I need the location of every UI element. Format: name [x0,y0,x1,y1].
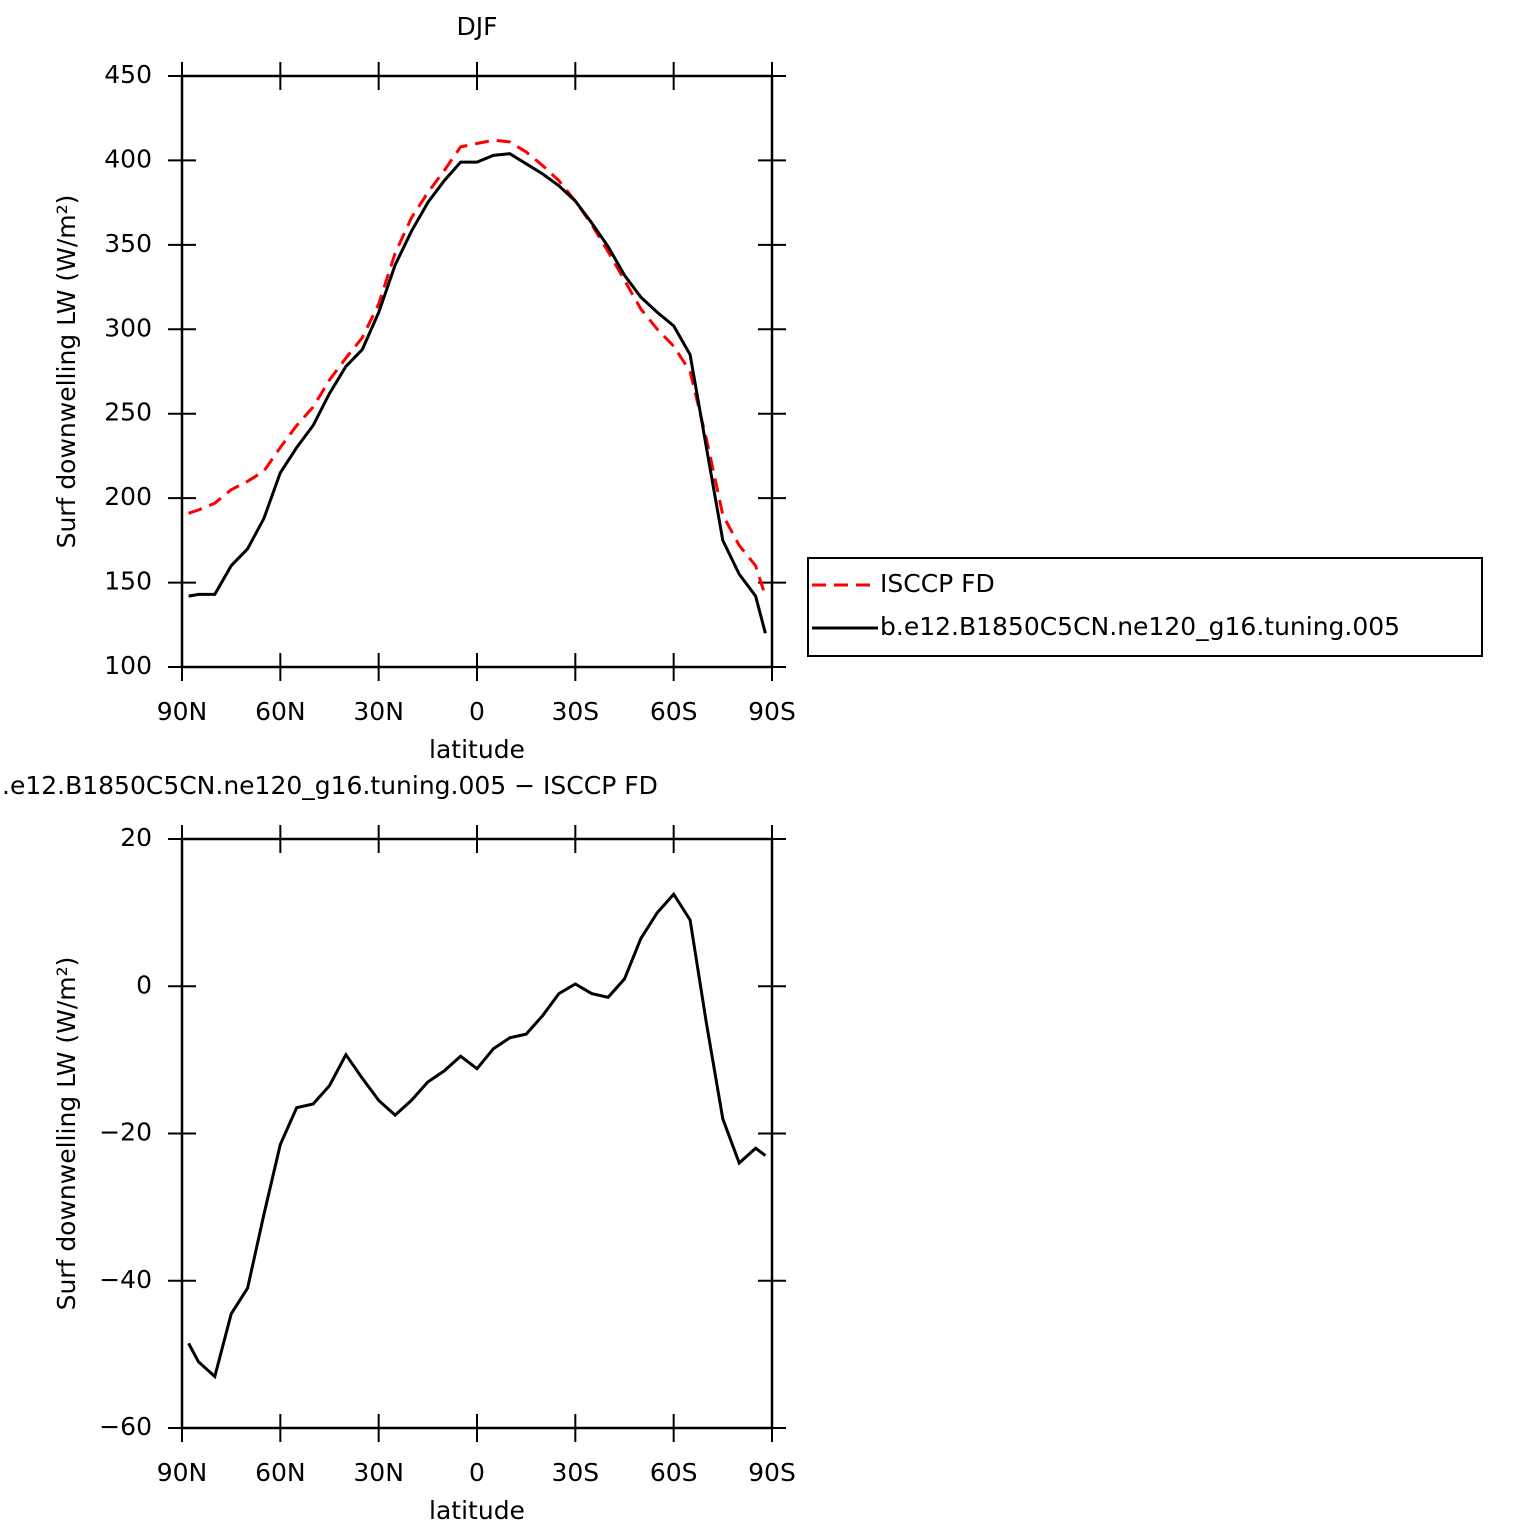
chart-title: .e12.B1850C5CN.ne120_g16.tuning.005 − IS… [2,771,658,800]
chart-title: DJF [456,12,497,41]
x-axis-label: latitude [429,735,525,764]
x-tick-label: 30N [353,1458,404,1487]
y-axis-label: Surf downwelling LW (W/m²) [52,957,81,1311]
x-tick-label: 30S [551,697,599,726]
y-tick-label: −20 [99,1118,152,1147]
y-tick-label: 350 [104,229,152,258]
plot-frame [180,837,774,1430]
x-tick-label: 60N [255,697,306,726]
data-line [188,138,767,597]
x-tick-label: 60S [650,1458,698,1487]
x-tick-label: 30S [551,1458,599,1487]
x-tick-label: 30N [353,697,404,726]
legend-label: b.e12.B1850C5CN.ne120_g16.tuning.005 [880,612,1400,641]
y-tick-label: 0 [136,970,152,999]
x-tick-label: 90N [157,697,208,726]
x-axis-label: latitude [429,1496,525,1525]
data-line [188,152,767,634]
x-tick-label: 0 [469,697,485,726]
x-tick-label: 90S [748,1458,796,1487]
x-tick-label: 60N [255,1458,306,1487]
legend-box [807,557,1483,657]
legend-label: ISCCP FD [880,569,995,598]
y-tick-label: −60 [99,1412,152,1441]
y-tick-label: 150 [104,567,152,596]
y-tick-label: 200 [104,482,152,511]
y-tick-label: 450 [104,60,152,89]
x-tick-label: 0 [469,1458,485,1487]
y-tick-label: 20 [120,823,152,852]
x-tick-label: 90S [748,697,796,726]
y-tick-label: 100 [104,651,152,680]
x-tick-label: 90N [157,1458,208,1487]
y-tick-label: 300 [104,313,152,342]
y-tick-label: 250 [104,398,152,427]
data-line [187,891,767,1380]
plot-frame [180,74,774,669]
y-tick-label: −40 [99,1265,152,1294]
x-tick-label: 60S [650,697,698,726]
y-tick-label: 400 [104,144,152,173]
y-axis-label: Surf downwelling LW (W/m²) [52,195,81,549]
